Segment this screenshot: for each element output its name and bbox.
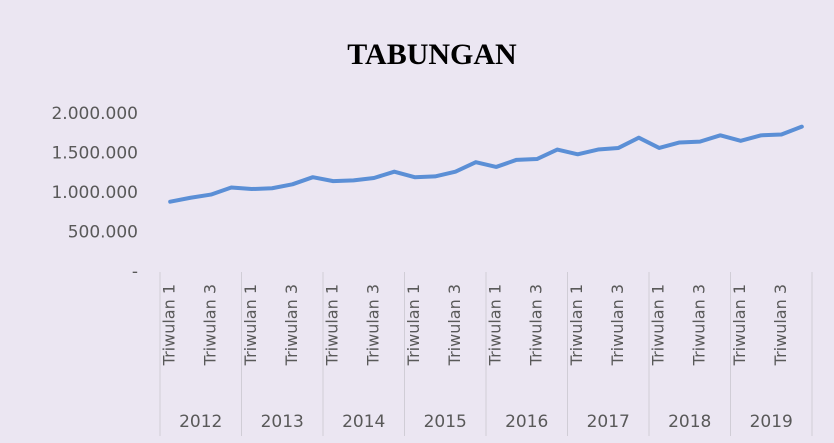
x-tick-label: Triwulan 1 <box>160 284 179 366</box>
group-label: 2017 <box>587 412 630 432</box>
page: {"chart_data": {"type": "line", "title":… <box>0 0 834 443</box>
x-tick-label: Triwulan 1 <box>730 284 749 366</box>
x-tick-label: Triwulan 3 <box>608 284 627 366</box>
line <box>170 127 802 202</box>
x-tick-label: Triwulan 3 <box>689 284 708 366</box>
y-tick-label: 1.500.000 <box>51 144 138 164</box>
x-tick-label: Triwulan 1 <box>323 284 342 366</box>
chart-title: TABUNGAN <box>347 38 517 71</box>
x-tick-label: Triwulan 3 <box>526 284 545 366</box>
y-tick-label: - <box>132 262 138 282</box>
y-tick-label: 2.000.000 <box>51 104 138 124</box>
group-label: 2018 <box>668 412 711 432</box>
x-tick-label: Triwulan 1 <box>567 284 586 366</box>
x-tick-label: Triwulan 3 <box>445 284 464 366</box>
chart: TABUNGAN - 500.000 1.000.000 1.500.000 2.000… <box>0 0 834 443</box>
group-label: 2014 <box>342 412 385 432</box>
group-label: 2015 <box>424 412 467 432</box>
x-tick-label: Triwulan 1 <box>404 284 423 366</box>
group-label: 2019 <box>750 412 793 432</box>
group-label: 2016 <box>505 412 548 432</box>
x-tick-label: Triwulan 3 <box>771 284 790 366</box>
group-label: 2013 <box>261 412 304 432</box>
group-label: 2012 <box>179 412 222 432</box>
x-tick-label: Triwulan 1 <box>241 284 260 366</box>
x-tick-label: Triwulan 1 <box>486 284 505 366</box>
y-tick-label: 500.000 <box>68 223 138 243</box>
x-tick-label: Triwulan 3 <box>200 284 219 366</box>
x-tick-label: Triwulan 3 <box>282 284 301 366</box>
x-tick-label: Triwulan 1 <box>649 284 668 366</box>
y-tick-label: 1.000.000 <box>51 183 138 203</box>
x-tick-label: Triwulan 3 <box>363 284 382 366</box>
